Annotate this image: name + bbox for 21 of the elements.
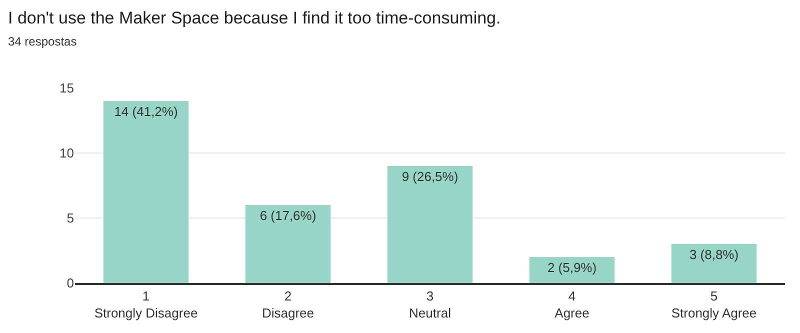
- chart-subtitle: 34 respostas: [8, 34, 77, 48]
- y-tick-label: 15: [60, 80, 74, 96]
- data-label: 3 (8,8%): [689, 247, 739, 262]
- x-tick-label: 1 Strongly Disagree: [94, 288, 198, 320]
- y-tick-label: 10: [60, 146, 74, 161]
- bar: [529, 257, 615, 283]
- data-label: 9 (26,5%): [402, 169, 458, 184]
- x-tick-label: 3 Neutral: [409, 288, 452, 320]
- x-tick-label: 5 Strongly Agree: [671, 288, 757, 320]
- data-label: 2 (5,9%): [547, 260, 597, 275]
- x-tick-label: 2 Disagree: [262, 288, 314, 320]
- data-label: 14 (41,2%): [114, 104, 178, 119]
- y-tick-label: 5: [66, 210, 74, 226]
- x-tick-label: 4 Agree: [554, 288, 590, 320]
- bar: [387, 166, 473, 283]
- data-label: 6 (17,6%): [260, 208, 316, 223]
- bar: [103, 101, 189, 283]
- y-tick-label: 0: [66, 276, 74, 291]
- bar: [671, 244, 757, 283]
- bar: [245, 205, 331, 283]
- chart-title: I don't use the Maker Space because I find it too time-consuming.: [8, 8, 501, 28]
